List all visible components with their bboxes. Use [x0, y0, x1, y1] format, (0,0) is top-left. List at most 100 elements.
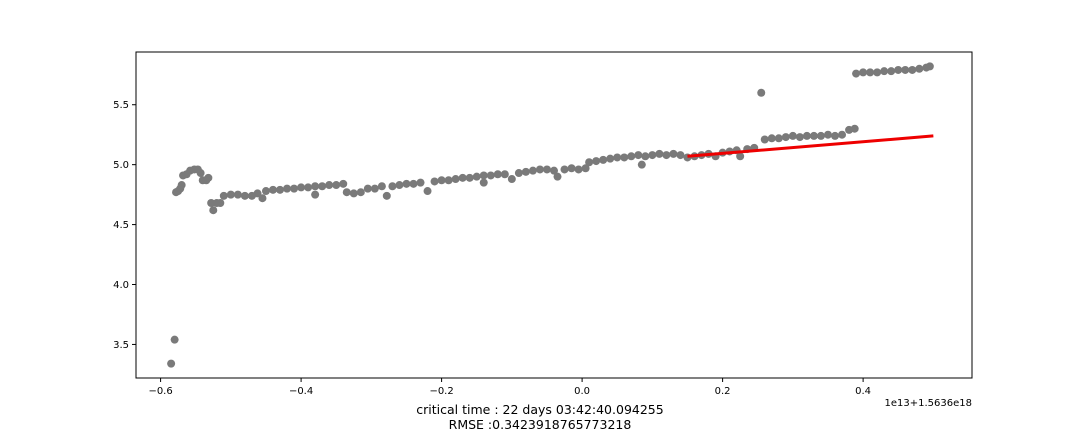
data-point: [356, 188, 365, 197]
data-point: [370, 184, 379, 193]
data-point: [641, 152, 650, 161]
data-point: [637, 160, 646, 169]
data-point: [342, 188, 351, 197]
data-point: [177, 181, 186, 190]
data-point: [395, 181, 404, 190]
data-point: [859, 68, 868, 77]
data-point: [207, 199, 216, 208]
data-point: [655, 149, 664, 158]
data-point: [363, 184, 372, 193]
data-point: [838, 130, 847, 139]
data-point: [318, 182, 327, 191]
data-point: [581, 164, 590, 173]
data-point: [304, 183, 313, 192]
data-point: [377, 182, 386, 191]
data-point: [627, 152, 636, 161]
data-point: [167, 359, 176, 368]
data-point: [676, 151, 685, 160]
data-point: [767, 134, 776, 143]
data-point: [774, 134, 783, 143]
data-point: [550, 166, 558, 175]
data-point: [648, 151, 657, 160]
y-tick-label: 3.5: [113, 340, 129, 351]
data-point: [831, 131, 840, 140]
data-point: [802, 131, 811, 140]
data-point: [613, 153, 622, 162]
x-tick-label: −0.2: [429, 386, 453, 397]
data-point: [553, 172, 562, 181]
data-point: [908, 65, 917, 74]
data-point: [382, 191, 391, 200]
data-point: [216, 199, 225, 208]
data-point: [311, 190, 320, 199]
data-point: [662, 151, 671, 160]
data-point: [634, 151, 643, 160]
data-point: [325, 181, 334, 190]
data-point: [760, 135, 769, 144]
data-point: [276, 185, 285, 194]
data-point: [493, 170, 502, 179]
fit-line-layer: [687, 134, 934, 158]
data-point: [850, 124, 859, 133]
data-point: [253, 189, 262, 198]
data-point: [209, 206, 218, 215]
data-point: [894, 65, 903, 74]
data-point: [240, 191, 249, 200]
data-point: [809, 131, 818, 140]
data-point: [430, 177, 439, 186]
data-point: [535, 165, 544, 174]
data-point: [781, 133, 790, 142]
data-point: [219, 191, 228, 200]
data-point: [567, 164, 576, 173]
data-point: [823, 130, 832, 139]
data-point: [479, 178, 488, 187]
data-point: [852, 69, 861, 78]
data-point: [451, 175, 460, 184]
y-tick-label: 5.5: [113, 100, 129, 111]
data-point: [757, 88, 766, 97]
y-tick-label: 4.5: [113, 220, 129, 231]
data-point: [521, 167, 530, 176]
data-point: [880, 67, 889, 76]
data-point: [261, 187, 270, 196]
data-point: [528, 166, 537, 175]
data-point: [402, 179, 411, 188]
data-point: [458, 173, 467, 182]
data-point: [873, 68, 882, 77]
data-point: [196, 169, 205, 178]
data-point: [423, 187, 432, 196]
data-point: [297, 183, 306, 192]
data-point: [925, 62, 934, 71]
x-tick-label: −0.4: [289, 386, 313, 397]
data-point: [574, 165, 583, 174]
data-point: [915, 64, 924, 73]
data-point: [514, 169, 523, 178]
data-point: [233, 190, 242, 199]
data-point: [542, 165, 551, 174]
y-tick-label: 5.0: [113, 160, 129, 171]
data-point: [339, 179, 348, 188]
data-point: [409, 179, 418, 188]
rmse-caption: RMSE :0.3423918765773218: [448, 417, 632, 432]
data-point: [332, 181, 341, 190]
data-point: [901, 65, 910, 74]
data-point: [560, 165, 569, 174]
data-point: [479, 171, 488, 180]
data-point: [486, 171, 495, 180]
data-point: [444, 176, 453, 185]
fit-line: [687, 134, 934, 158]
data-point: [816, 131, 825, 140]
data-point: [388, 182, 397, 191]
data-point: [669, 149, 678, 158]
data-point: [620, 153, 629, 162]
data-point: [268, 185, 277, 194]
data-point: [311, 182, 320, 191]
data-point: [866, 68, 875, 77]
data-point: [592, 157, 601, 166]
data-point: [258, 194, 267, 203]
x-tick-label: 0.4: [855, 386, 871, 397]
data-point: [736, 152, 745, 161]
data-point: [290, 184, 299, 193]
data-point: [585, 158, 594, 167]
